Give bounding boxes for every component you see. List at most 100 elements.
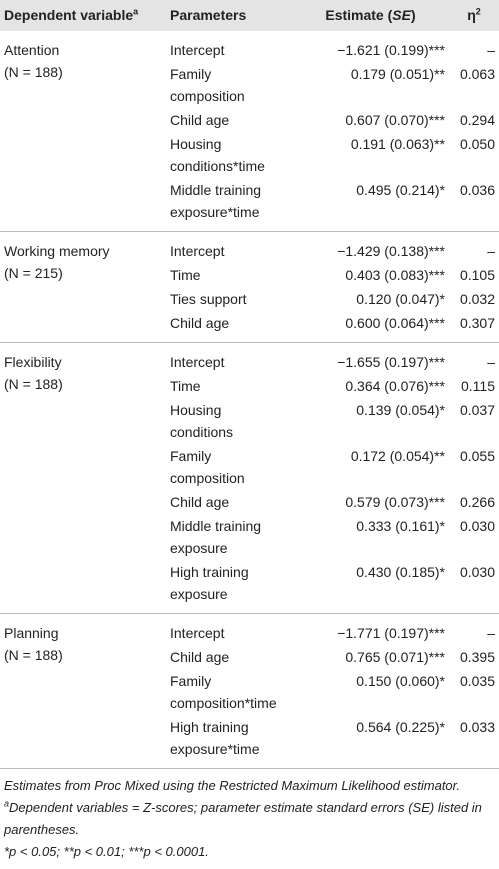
parameter-cell: Child age (170, 112, 230, 128)
table-row: Middle training exposure 0.333 (0.161)* 0.… (0, 514, 499, 560)
table-notes: Estimates from Proc Mixed using the Rest… (0, 768, 499, 869)
parameter-cell: Housing conditions (170, 402, 234, 440)
parameter-cell: Family composition (170, 66, 245, 104)
estimate-cell: −1.771 (0.197)*** (337, 625, 445, 641)
estimate-cell: −1.429 (0.138)*** (337, 243, 445, 259)
estimate-cell: 0.364 (0.076)*** (345, 378, 445, 394)
eta-cell: 0.063 (459, 66, 495, 82)
parameter-cell: High training exposure*time (170, 719, 260, 757)
eta-cell: – (487, 625, 495, 641)
row-group: Working memory (N = 215) Intercept −1.429 (… (0, 231, 499, 343)
eta-cell: – (487, 42, 495, 58)
table-row: Child age 0.765 (0.071)*** 0.395 (0, 645, 499, 669)
group-name: Working memory (4, 243, 110, 259)
estimate-cell: 0.579 (0.073)*** (345, 494, 445, 510)
note-text: Dependent variables = Z-scores; paramete… (4, 800, 482, 837)
parameter-cell: Family composition (170, 448, 245, 486)
row-group: Planning (N = 188) Intercept −1.771 (0.197)… (0, 613, 499, 769)
note: *p < 0.05; **p < 0.01; ***p < 0.0001. (4, 841, 495, 863)
row-group: Attention (N = 188) Intercept −1.621 (0.199… (0, 31, 499, 232)
parameter-cell: Intercept (170, 243, 225, 259)
estimate-cell: 0.607 (0.070)*** (345, 112, 445, 128)
note-text: *p < 0.05; **p < 0.01; ***p < 0.0001. (4, 844, 209, 859)
parameter-cell: Child age (170, 315, 230, 331)
estimate-cell: 0.333 (0.161)* (356, 518, 445, 534)
group-name: Flexibility (4, 354, 62, 370)
parameter-cell: High training exposure (170, 564, 249, 602)
table-row: Family composition 0.179 (0.051)** 0.063 (0, 62, 499, 108)
eta-cell: 0.050 (459, 136, 495, 152)
table-row: Child age 0.579 (0.073)*** 0.266 (0, 490, 499, 514)
estimate-cell: 0.179 (0.051)** (350, 66, 445, 82)
estimate-cell: 0.191 (0.063)** (350, 136, 445, 152)
parameter-cell: Intercept (170, 42, 225, 58)
group-name: Attention (4, 42, 60, 58)
parameter-cell: Middle training exposure*time (170, 182, 262, 220)
parameter-cell: Family composition*time (170, 673, 277, 711)
table-row: Child age 0.607 (0.070)*** 0.294 (0, 108, 499, 132)
estimate-cell: 0.564 (0.225)* (356, 719, 445, 735)
estimate-cell: 0.495 (0.214)* (356, 182, 445, 198)
results-table: Dependent variablea Parameters Estimate … (0, 0, 499, 769)
table-row: Family composition 0.172 (0.054)** 0.055 (0, 444, 499, 490)
parameter-cell: Intercept (170, 625, 225, 641)
parameter-cell: Child age (170, 494, 230, 510)
table-row: Flexibility (N = 188) Intercept −1.655 (0.1… (0, 343, 499, 392)
eta-cell: 0.307 (459, 315, 495, 331)
header-text: ) (410, 7, 416, 23)
header-cell: η2 (449, 0, 499, 31)
eta-cell: 0.036 (459, 182, 495, 198)
table-row: Time 0.364 (0.076)*** 0.115 (0, 374, 499, 398)
estimate-cell: 0.172 (0.054)** (350, 448, 445, 464)
eta-cell: – (487, 243, 495, 259)
eta-cell: 0.032 (459, 291, 495, 307)
superscript: 2 (475, 6, 481, 17)
eta-cell: – (487, 354, 495, 370)
estimate-cell: 0.120 (0.047)* (356, 291, 445, 307)
table-row: Child age 0.600 (0.064)*** 0.307 (0, 311, 499, 343)
estimate-cell: 0.403 (0.083)*** (345, 267, 445, 283)
group-n: (N = 188) (4, 647, 63, 663)
header-cell: Estimate (SE) (292, 0, 449, 31)
eta-cell: 0.030 (459, 564, 495, 580)
table-row: Housing conditions*time 0.191 (0.063)** 0.… (0, 132, 499, 178)
table-row: Middle training exposure*time 0.495 (0.21… (0, 178, 499, 232)
group-name: Planning (4, 625, 59, 641)
note: Estimates from Proc Mixed using the Rest… (4, 775, 495, 797)
estimate-cell: 0.139 (0.054)* (356, 402, 445, 418)
header-row: Dependent variablea Parameters Estimate … (0, 0, 499, 31)
estimate-cell: −1.655 (0.197)*** (337, 354, 445, 370)
group-n: (N = 188) (4, 64, 63, 80)
eta-cell: 0.115 (461, 378, 495, 394)
table-row: Housing conditions 0.139 (0.054)* 0.037 (0, 398, 499, 444)
estimate-cell: 0.430 (0.185)* (356, 564, 445, 580)
parameter-cell: Time (170, 378, 201, 394)
table-row: High training exposure 0.430 (0.185)* 0.03… (0, 560, 499, 614)
parameter-cell: Ties support (170, 291, 247, 307)
footnote-mark: a (4, 798, 10, 809)
eta-cell: 0.294 (459, 112, 495, 128)
table-row: Time 0.403 (0.083)*** 0.105 (0, 263, 499, 287)
eta-cell: 0.105 (459, 267, 495, 283)
header-text: η (467, 7, 476, 23)
estimate-cell: −1.621 (0.199)*** (337, 42, 445, 58)
group-cell: Flexibility (N = 188) (0, 343, 166, 614)
note: aDependent variables = Z-scores; paramet… (4, 797, 495, 841)
group-cell: Working memory (N = 215) (0, 232, 166, 343)
estimate-cell: 0.150 (0.060)* (356, 673, 445, 689)
parameter-cell: Child age (170, 649, 230, 665)
parameter-cell: Time (170, 267, 201, 283)
table-row: Working memory (N = 215) Intercept −1.429 (… (0, 232, 499, 281)
parameter-cell: Intercept (170, 354, 225, 370)
header-text: SE (392, 7, 411, 23)
header-text: Dependent variable (4, 7, 134, 23)
footnote-mark: a (133, 6, 139, 17)
group-n: (N = 188) (4, 376, 63, 392)
eta-cell: 0.033 (459, 719, 495, 735)
row-group: Flexibility (N = 188) Intercept −1.655 (0.1… (0, 342, 499, 614)
table-header: Dependent variablea Parameters Estimate … (0, 0, 499, 31)
header-cell: Parameters (166, 0, 292, 31)
estimate-cell: 0.600 (0.064)*** (345, 315, 445, 331)
eta-cell: 0.266 (459, 494, 495, 510)
